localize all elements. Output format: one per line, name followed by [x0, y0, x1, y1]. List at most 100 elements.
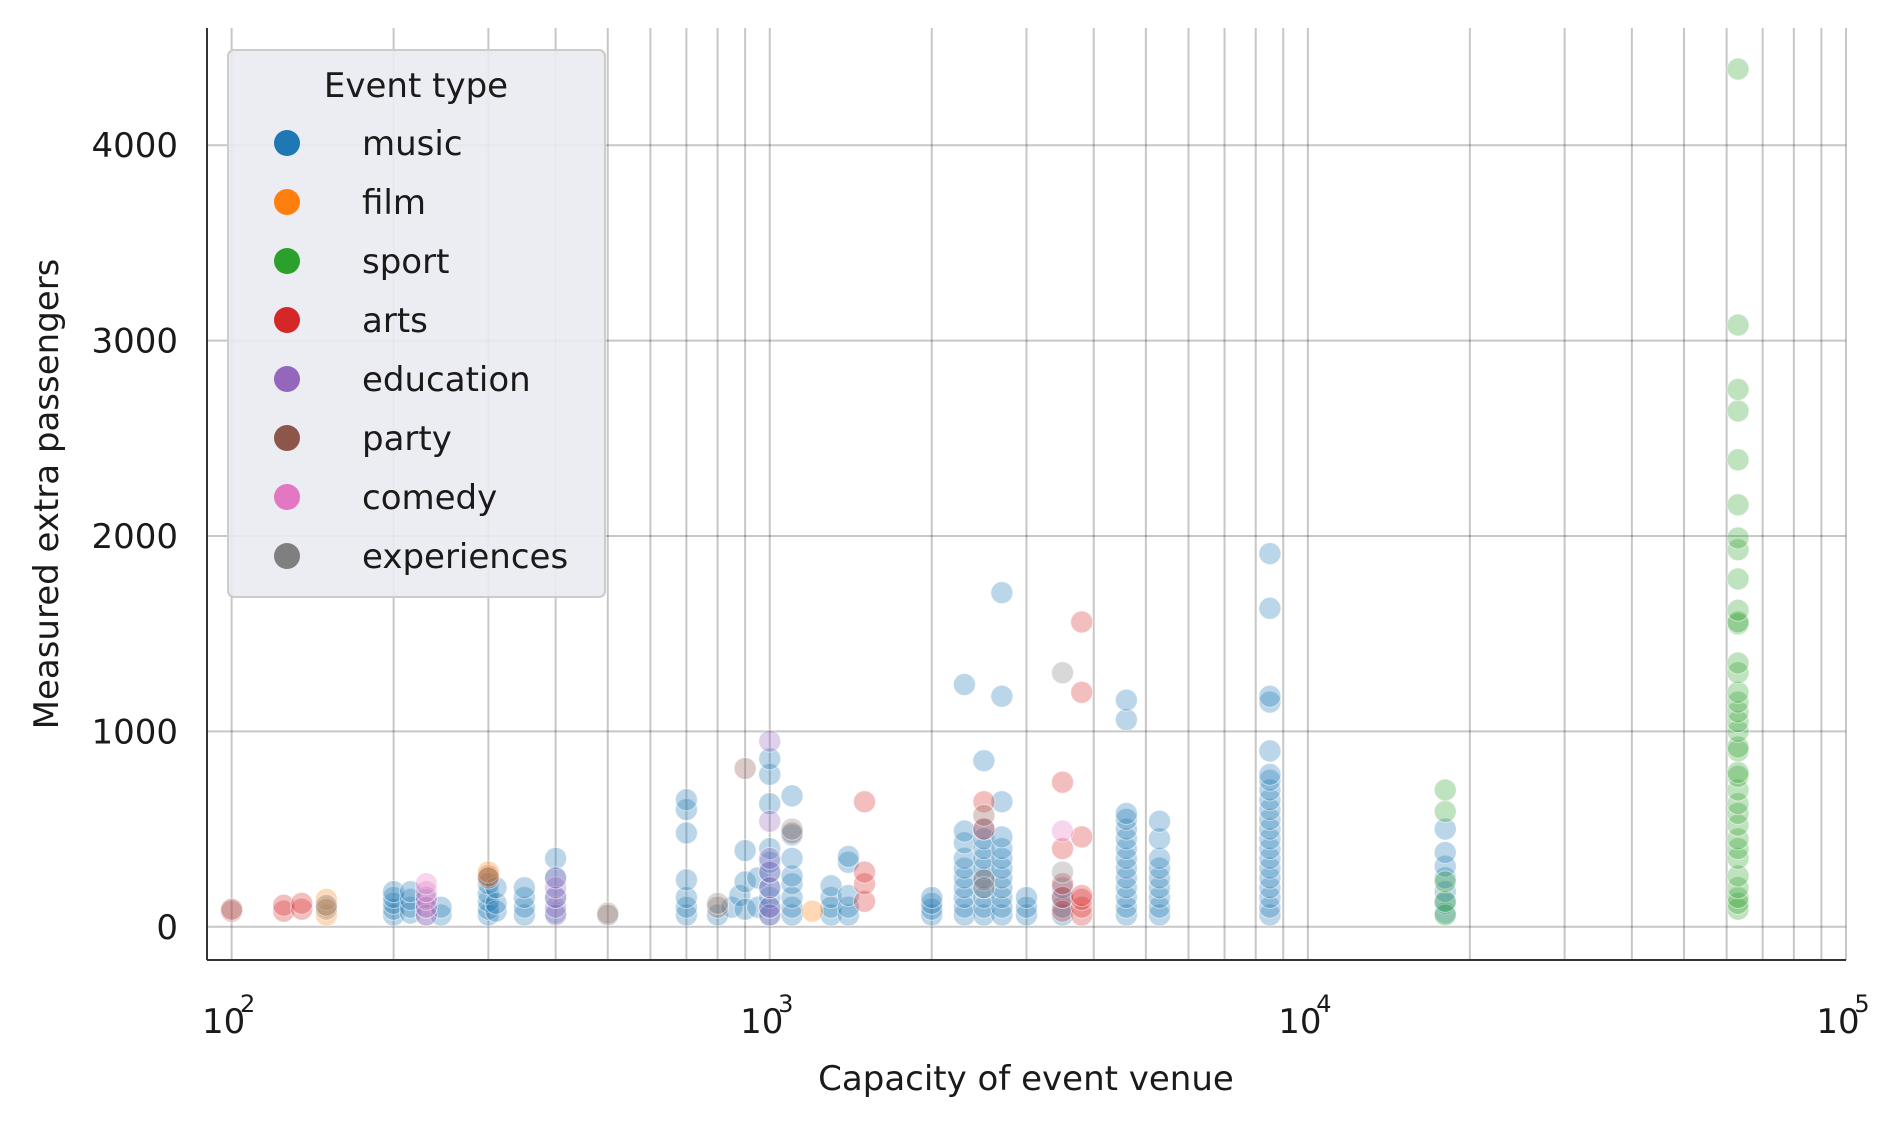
point-music — [1148, 827, 1172, 851]
point-music — [952, 876, 976, 900]
y-tick-labels: 0 1000 2000 3000 4000 — [91, 126, 178, 948]
point-music — [972, 837, 996, 861]
point-music — [1258, 778, 1282, 802]
point-arts — [972, 817, 996, 841]
legend: Event type music film sport arts education pa… — [227, 49, 606, 598]
point-sport — [1726, 885, 1750, 909]
point-music — [972, 895, 996, 919]
point-music — [1258, 903, 1282, 927]
legend-label-sport: sport — [362, 242, 449, 282]
point-music — [780, 864, 804, 888]
point-education — [544, 895, 568, 919]
point-sport — [1726, 760, 1750, 784]
point-music — [382, 903, 406, 927]
point-music — [1114, 817, 1138, 841]
point-education — [758, 903, 782, 927]
point-music — [952, 885, 976, 909]
point-sport — [1726, 846, 1750, 870]
x-tick-label: 10 — [1816, 1002, 1859, 1042]
x-tick-exponent: 2 — [240, 990, 255, 1018]
point-sport — [1726, 700, 1750, 724]
point-comedy — [414, 903, 438, 927]
point-education — [758, 876, 782, 900]
point-experiences — [1051, 661, 1075, 685]
point-music — [758, 837, 782, 861]
point-music — [1148, 866, 1172, 890]
point-education — [544, 876, 568, 900]
point-arts — [853, 790, 877, 814]
point-music — [1114, 885, 1138, 909]
point-sport — [1726, 792, 1750, 816]
point-arts — [272, 899, 296, 923]
point-music — [819, 885, 843, 909]
point-music — [990, 837, 1014, 861]
point-music — [972, 856, 996, 880]
point-music — [1015, 895, 1038, 919]
point-arts — [1051, 837, 1075, 861]
legend-marker-sport — [274, 248, 300, 274]
point-sport — [1726, 778, 1750, 802]
point-music — [1258, 895, 1282, 919]
point-sport — [1726, 813, 1750, 837]
point-arts — [853, 872, 877, 896]
legend-marker-film — [274, 189, 300, 215]
legend-marker-arts — [274, 307, 300, 333]
point-music — [1258, 866, 1282, 890]
point-arts — [1070, 884, 1094, 908]
point-music — [990, 581, 1014, 605]
point-arts — [272, 893, 296, 917]
x-tick-exponent: 4 — [1316, 990, 1331, 1018]
point-music — [990, 856, 1014, 880]
point-sport — [1726, 567, 1750, 591]
point-music — [1258, 684, 1282, 708]
point-film — [314, 903, 338, 927]
point-music — [780, 872, 804, 896]
point-music — [746, 895, 770, 919]
point-arts — [1070, 680, 1094, 704]
point-music — [476, 897, 500, 921]
legend-label-experiences: experiences — [362, 537, 568, 577]
point-music — [758, 792, 782, 816]
point-music — [819, 874, 843, 898]
point-comedy — [414, 887, 438, 911]
point-music — [1114, 807, 1138, 831]
y-axis-label: Measured extra passengers — [27, 259, 67, 730]
point-music — [1258, 807, 1282, 831]
y-tick-label: 2000 — [91, 517, 178, 557]
point-music — [1148, 876, 1172, 900]
point-sport — [1726, 837, 1750, 861]
point-music — [706, 903, 730, 927]
point-music — [1114, 801, 1138, 825]
axes — [206, 28, 1846, 961]
point-music — [990, 846, 1014, 870]
point-music — [674, 798, 698, 822]
point-sport — [1726, 526, 1750, 550]
point-music — [990, 885, 1014, 909]
point-sport — [1726, 735, 1750, 759]
point-film — [476, 860, 500, 884]
point-music — [512, 903, 536, 927]
point-music — [1015, 903, 1038, 927]
point-music — [1258, 739, 1282, 763]
point-music — [758, 747, 782, 771]
point-music — [1433, 841, 1457, 865]
point-sport — [1433, 800, 1457, 824]
point-arts — [1070, 610, 1094, 634]
point-music — [952, 846, 976, 870]
point-music — [836, 844, 860, 868]
point-music — [836, 903, 860, 927]
point-arts — [290, 897, 314, 921]
legend-label-education: education — [362, 360, 531, 400]
x-tick-exponent: 3 — [778, 990, 793, 1018]
point-music — [990, 895, 1014, 919]
y-tick-label: 1000 — [91, 712, 178, 752]
point-music — [476, 903, 500, 927]
point-music — [476, 889, 500, 913]
point-music — [544, 846, 568, 870]
point-music — [1114, 846, 1138, 870]
point-music — [758, 762, 782, 786]
point-experiences — [314, 893, 338, 917]
point-music — [952, 866, 976, 890]
point-film — [800, 899, 824, 923]
point-music — [972, 885, 996, 909]
